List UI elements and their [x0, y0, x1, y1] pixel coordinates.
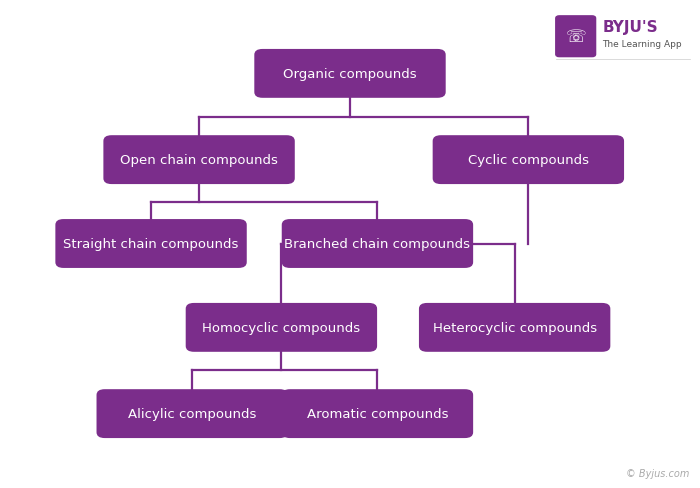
Text: ☏: ☏: [566, 28, 586, 46]
Text: BYJU'S: BYJU'S: [603, 20, 658, 35]
FancyBboxPatch shape: [104, 136, 295, 184]
FancyBboxPatch shape: [433, 136, 624, 184]
FancyBboxPatch shape: [97, 389, 288, 438]
Text: The Learning App: The Learning App: [603, 40, 682, 49]
Text: Branched chain compounds: Branched chain compounds: [284, 238, 470, 250]
FancyBboxPatch shape: [281, 389, 473, 438]
Text: Homocyclic compounds: Homocyclic compounds: [202, 321, 360, 334]
FancyBboxPatch shape: [186, 304, 377, 352]
FancyBboxPatch shape: [254, 50, 446, 99]
Text: Heterocyclic compounds: Heterocyclic compounds: [433, 321, 596, 334]
Text: Cyclic compounds: Cyclic compounds: [468, 154, 589, 167]
Text: Aromatic compounds: Aromatic compounds: [307, 407, 448, 420]
FancyBboxPatch shape: [55, 220, 247, 268]
Text: Open chain compounds: Open chain compounds: [120, 154, 278, 167]
Text: Straight chain compounds: Straight chain compounds: [64, 238, 239, 250]
FancyBboxPatch shape: [556, 17, 596, 58]
FancyBboxPatch shape: [419, 304, 610, 352]
Text: Organic compounds: Organic compounds: [284, 68, 416, 81]
Text: Alicylic compounds: Alicylic compounds: [128, 407, 256, 420]
Text: © Byjus.com: © Byjus.com: [626, 468, 690, 478]
FancyBboxPatch shape: [281, 220, 473, 268]
